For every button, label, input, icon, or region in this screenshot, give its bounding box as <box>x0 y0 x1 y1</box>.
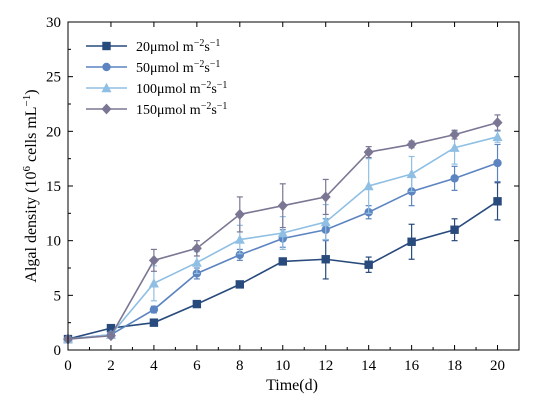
legend-swatch-marker <box>102 41 111 51</box>
x-tick-label: 12 <box>318 358 333 374</box>
data-point <box>148 254 159 266</box>
x-axis-title: Time(d) <box>266 377 318 394</box>
data-point <box>191 257 202 267</box>
data-point <box>363 180 374 191</box>
x-tick-label: 0 <box>64 358 72 374</box>
legend-label: 50μmol m−2s−1 <box>136 59 220 76</box>
legend-label: 100μmol m−2s−1 <box>136 80 227 97</box>
legend-swatch-marker <box>102 62 111 72</box>
data-point <box>449 142 460 152</box>
data-point <box>106 323 116 333</box>
data-point <box>406 139 417 150</box>
data-point <box>149 305 159 314</box>
data-point <box>277 200 288 212</box>
legend-swatch-marker <box>101 82 112 93</box>
legend-item: 100μmol m−2s−1 <box>86 80 227 97</box>
x-tick-label: 18 <box>447 358 462 374</box>
data-point <box>234 234 245 244</box>
x-tick-label: 6 <box>193 358 201 374</box>
data-point <box>493 158 502 168</box>
data-point <box>364 260 373 269</box>
x-tick-label: 16 <box>404 358 420 374</box>
data-point <box>278 257 287 266</box>
y-tick-label: 20 <box>46 124 61 140</box>
legend-swatch-marker <box>101 103 112 115</box>
y-tick-label: 30 <box>46 15 61 31</box>
data-point <box>492 117 503 128</box>
data-point <box>148 278 159 288</box>
legend-item: 50μmol m−2s−1 <box>86 59 220 76</box>
x-tick-label: 14 <box>361 358 377 374</box>
legend: 20μmol m−2s−1 50μmol m−2s−1 100μmol m−2s−1… <box>86 38 227 118</box>
data-point <box>321 255 330 264</box>
series-triangle <box>63 130 503 344</box>
y-axis-title: Algal density (106 cells mL−1) <box>21 89 40 282</box>
data-point <box>492 131 503 141</box>
data-point <box>192 299 202 309</box>
data-point <box>320 191 331 203</box>
x-tick-label: 20 <box>490 358 505 374</box>
data-point <box>320 216 331 227</box>
data-point <box>105 330 116 342</box>
data-point <box>277 227 288 238</box>
y-tick-label: 5 <box>54 288 62 304</box>
y-tick-label: 10 <box>46 234 61 250</box>
series-square <box>63 182 502 344</box>
data-point <box>406 168 417 179</box>
data-point <box>493 197 502 206</box>
data-point <box>450 225 459 234</box>
data-point <box>149 318 159 327</box>
data-point <box>235 280 245 289</box>
legend-label: 20μmol m−2s−1 <box>136 38 220 55</box>
data-point <box>234 209 245 220</box>
x-tick-label: 10 <box>275 358 290 374</box>
x-tick-label: 8 <box>236 358 244 374</box>
data-point <box>407 237 416 246</box>
legend-label: 150μmol m−2s−1 <box>136 101 227 118</box>
data-point <box>235 250 245 260</box>
data-point <box>450 174 459 183</box>
axes: 0 2 4 6 8 10 12 14 16 18 20 0 5 10 15 20 25 30 <box>46 15 520 374</box>
y-tick-label: 25 <box>46 70 61 86</box>
series-diamond <box>63 114 503 345</box>
y-tick-label: 0 <box>54 343 62 359</box>
y-tick-label: 15 <box>46 179 61 195</box>
legend-item: 150μmol m−2s−1 <box>86 101 227 118</box>
x-tick-label: 2 <box>107 358 115 374</box>
data-point <box>363 146 374 158</box>
data-point <box>449 129 460 141</box>
data-point <box>191 242 202 254</box>
legend-item: 20μmol m−2s−1 <box>86 38 220 55</box>
plot-area <box>63 114 503 345</box>
x-tick-label: 4 <box>150 358 158 374</box>
